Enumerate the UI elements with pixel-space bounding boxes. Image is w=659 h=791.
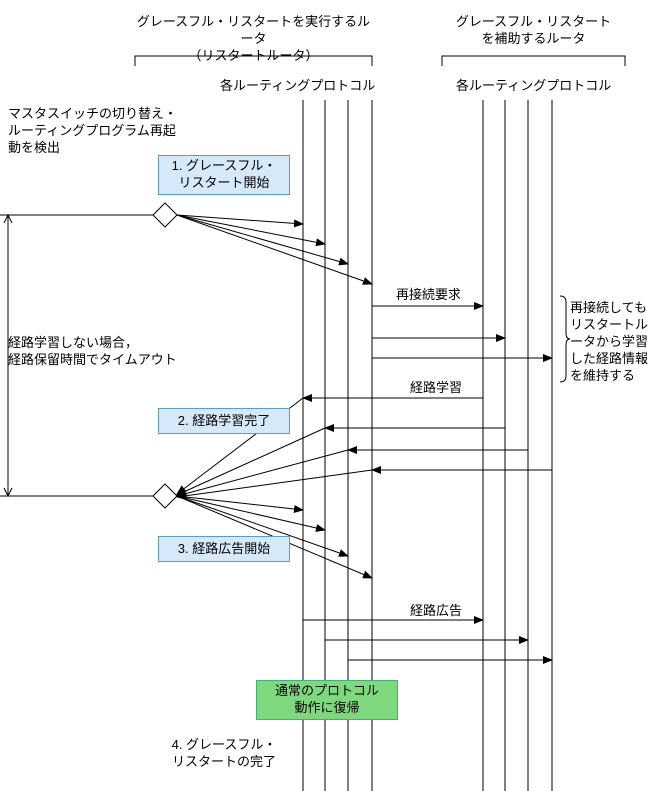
step1-box: 1. グレースフル・ リスタート開始 [158,155,290,195]
header-helper-router: グレースフル・リスタート を補助するルータ [442,14,625,48]
return-box: 通常のプロトコル 動作に復帰 [256,680,398,720]
subheader-restart-router: 各ルーティングプロトコル [220,78,375,95]
step2-box: 2. 経路学習完了 [158,408,290,434]
step4-box: 4. グレースフル・ リスタートの完了 [158,734,290,774]
label-route-learn: 経路学習 [410,380,462,397]
label-route-advertise: 経路広告 [410,603,462,620]
subheader-helper-router: 各ルーティングプロトコル [456,78,611,95]
arrows [0,215,552,660]
right-brace [560,296,570,382]
header-restart-router: グレースフル・リスタートを実行するルータ （リスタートルータ） [135,14,372,65]
step3-box: 3. 経路広告開始 [158,536,290,562]
label-master-switch: マスタスイッチの切り替え・ ルーティングプログラム再起 動を検出 [8,106,177,157]
label-reconnect: 再接続要求 [396,287,461,304]
label-right-note: 再接続しても リスタートル ータから学習 した経路情報 を維持する [570,300,648,384]
label-timeout: 経路学習しない場合， 経路保留時間でタイムアウト [8,335,177,369]
